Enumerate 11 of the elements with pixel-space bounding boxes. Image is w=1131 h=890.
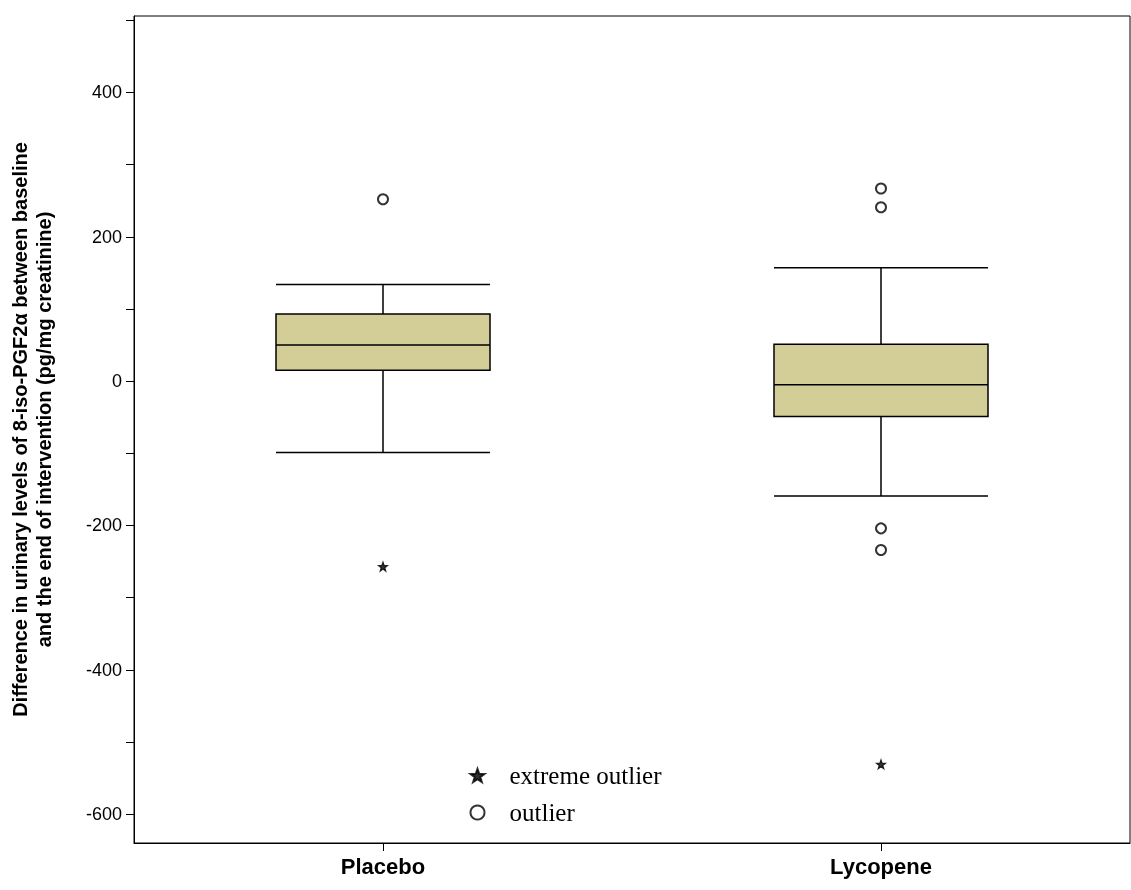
legend-label: extreme outlier [509, 762, 663, 789]
y-tick-label: 400 [91, 82, 122, 103]
y-tick-label: -200 [85, 515, 122, 536]
y-tick-label: 0 [111, 371, 122, 392]
y-tick-label: -600 [85, 804, 122, 825]
y-tick-label: 200 [91, 226, 122, 247]
x-tick-label: Lycopene [830, 853, 932, 879]
y-tick-label: -400 [85, 659, 122, 680]
x-tick-label: Placebo [340, 853, 426, 879]
y-axis-title: Difference in urinary levels of 8-iso-PGF2α between baseline and the end of intervention (pg/mg creatinine) [9, 142, 55, 717]
legend-label: outlier [509, 799, 576, 826]
